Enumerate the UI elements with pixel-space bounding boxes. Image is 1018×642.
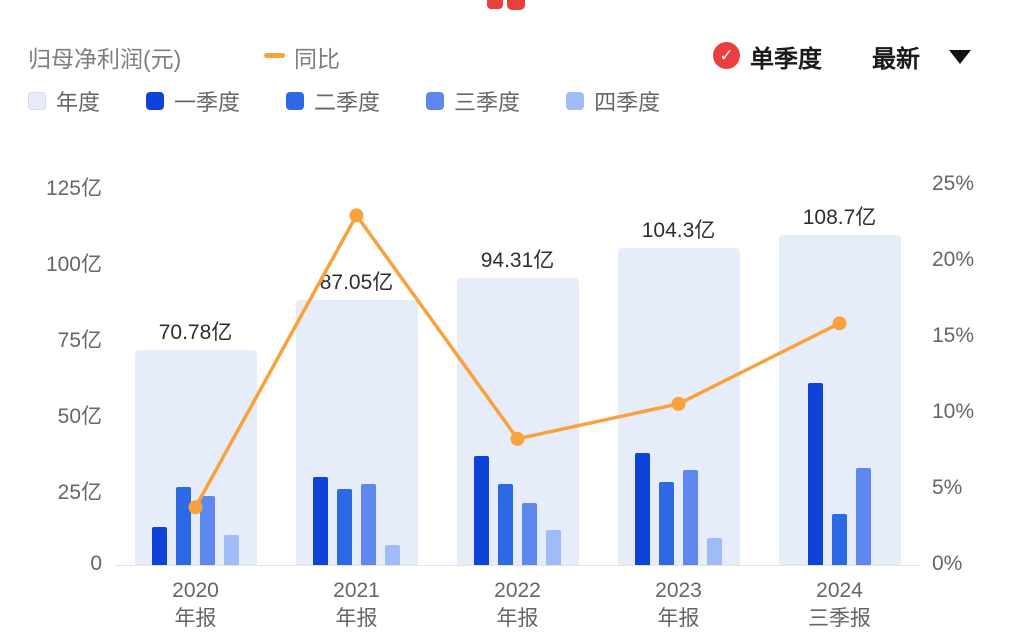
x-axis-year: 2022 bbox=[494, 579, 541, 602]
quarter-bar-q4[interactable] bbox=[707, 538, 722, 565]
x-axis-year: 2021 bbox=[333, 579, 380, 602]
left-axis-tick: 125亿 bbox=[45, 177, 102, 200]
x-axis-period: 三季报 bbox=[808, 607, 871, 630]
quarter-bar-q2[interactable] bbox=[176, 486, 191, 565]
x-axis-period: 年报 bbox=[657, 607, 700, 630]
quarter-bar-q2[interactable] bbox=[659, 482, 674, 565]
left-axis-tick: 0 bbox=[90, 552, 102, 575]
yoy-line-swatch bbox=[264, 53, 285, 58]
quarter-bar-q1[interactable] bbox=[808, 382, 823, 565]
legend-item-q1: 一季度 bbox=[146, 85, 240, 117]
quarter-bar-q3[interactable] bbox=[361, 483, 376, 565]
quarter-mode-toggle[interactable]: 单季度 bbox=[750, 46, 822, 73]
legend-label-q4: 四季度 bbox=[594, 90, 661, 115]
right-axis-tick: 0% bbox=[932, 552, 963, 575]
annual-value-label: 108.7亿 bbox=[802, 205, 877, 229]
series-legend: 年度 一季度 二季度 三季度 四季度 bbox=[28, 85, 660, 117]
brand-logo-left-shape bbox=[487, 0, 503, 9]
legend-swatch-q4 bbox=[566, 92, 585, 110]
x-axis-category: 2020 年报 bbox=[111, 577, 281, 633]
left-axis-tick: 75亿 bbox=[57, 329, 102, 352]
left-axis-tick: 100亿 bbox=[45, 253, 102, 276]
quarter-bar-q3[interactable] bbox=[856, 467, 871, 565]
right-axis-tick: 15% bbox=[932, 324, 975, 347]
legend-label-q1: 一季度 bbox=[174, 90, 241, 115]
quarter-bar-q2[interactable] bbox=[337, 489, 352, 565]
legend-swatch-annual bbox=[28, 92, 46, 110]
latest-dropdown[interactable]: 最新 bbox=[872, 46, 920, 73]
legend-swatch-q1 bbox=[146, 92, 165, 110]
x-axis-period: 年报 bbox=[496, 607, 539, 630]
yoy-legend-label: 同比 bbox=[294, 46, 340, 72]
x-axis-year: 2023 bbox=[655, 579, 702, 602]
legend-item-q3: 三季度 bbox=[426, 85, 520, 117]
quarter-bar-q1[interactable] bbox=[635, 452, 650, 565]
quarter-bar-q1[interactable] bbox=[313, 477, 328, 565]
x-axis-category: 2023 年报 bbox=[594, 577, 764, 633]
quarter-bar-q3[interactable] bbox=[522, 503, 537, 565]
quarter-bar-q1[interactable] bbox=[474, 456, 489, 565]
legend-item-q2: 二季度 bbox=[286, 85, 380, 117]
annual-value-label: 87.05亿 bbox=[319, 271, 394, 295]
quarter-bar-q2[interactable] bbox=[498, 483, 513, 565]
check-icon[interactable]: ✓ bbox=[713, 42, 740, 69]
x-axis-year: 2020 bbox=[172, 579, 219, 602]
x-axis-category: 2021 年报 bbox=[272, 577, 442, 633]
chart-title: 归母净利润(元) bbox=[28, 46, 182, 72]
legend-item-annual: 年度 bbox=[28, 85, 100, 117]
x-axis-line bbox=[115, 565, 920, 566]
annual-value-label: 70.78亿 bbox=[158, 320, 233, 344]
right-axis-tick: 20% bbox=[932, 248, 975, 271]
legend-swatch-q3 bbox=[426, 92, 445, 110]
annual-value-label: 104.3亿 bbox=[641, 218, 716, 242]
quarter-bar-q3[interactable] bbox=[683, 469, 698, 565]
quarter-bar-q4[interactable] bbox=[546, 530, 561, 565]
chevron-down-icon[interactable] bbox=[949, 50, 971, 64]
quarter-bar-q1[interactable] bbox=[152, 527, 167, 565]
quarter-bar-q2[interactable] bbox=[832, 514, 847, 565]
legend-label-q2: 二季度 bbox=[314, 90, 381, 115]
annual-value-label: 94.31亿 bbox=[480, 249, 555, 273]
legend-swatch-q2 bbox=[286, 92, 305, 110]
quarter-bar-q4[interactable] bbox=[385, 545, 400, 565]
quarter-bar-q3[interactable] bbox=[200, 495, 215, 565]
legend-label-annual: 年度 bbox=[56, 90, 101, 115]
right-axis-tick: 5% bbox=[932, 476, 963, 499]
x-axis-period: 年报 bbox=[335, 607, 378, 630]
quarter-bar-q4[interactable] bbox=[224, 535, 239, 565]
x-axis-period: 年报 bbox=[174, 607, 217, 630]
brand-logo-right-shape bbox=[507, 0, 525, 10]
legend-item-q4: 四季度 bbox=[566, 85, 660, 117]
x-axis-category: 2024 三季报 bbox=[755, 577, 925, 633]
x-axis-category: 2022 年报 bbox=[433, 577, 603, 633]
right-axis-tick: 10% bbox=[932, 400, 975, 423]
left-axis-tick: 50亿 bbox=[57, 405, 102, 428]
left-axis-tick: 25亿 bbox=[57, 481, 102, 504]
right-axis-tick: 25% bbox=[932, 172, 975, 195]
legend-label-q3: 三季度 bbox=[454, 90, 521, 115]
x-axis-year: 2024 bbox=[816, 579, 863, 602]
check-mark: ✓ bbox=[719, 45, 734, 65]
yoy-point bbox=[349, 208, 364, 223]
